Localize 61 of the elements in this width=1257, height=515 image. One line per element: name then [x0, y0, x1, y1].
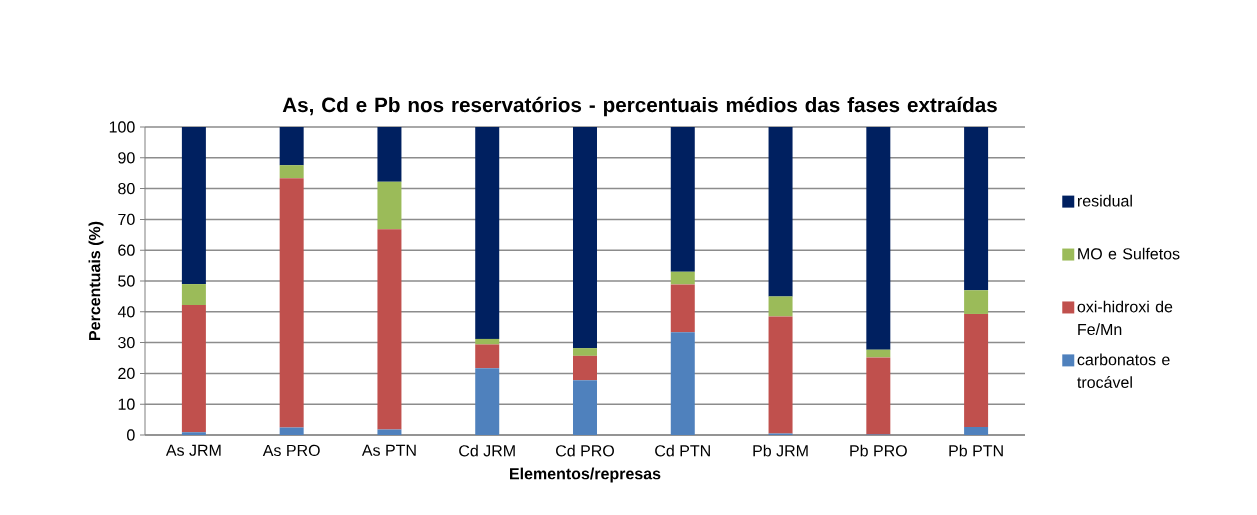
bar — [573, 127, 597, 349]
bar — [475, 127, 500, 339]
bar — [670, 271, 695, 285]
y-tick-label: 90 — [118, 152, 135, 164]
legend-label: MO e Sulfetos — [1078, 247, 1180, 260]
bar — [181, 305, 206, 433]
bar — [866, 127, 891, 350]
x-tick-label: As PTN — [361, 444, 416, 456]
bar — [964, 313, 989, 427]
bar — [768, 127, 793, 297]
bar — [181, 284, 206, 306]
bar — [573, 348, 597, 356]
bar — [181, 127, 206, 285]
x-tick-label: As PRO — [262, 444, 320, 457]
bar — [964, 426, 989, 435]
x-tick-label: Cd PRO — [556, 444, 614, 457]
x-tick-label: Pb PRO — [850, 444, 907, 457]
x-tick-label: Cd JRM — [459, 444, 515, 457]
bar — [670, 284, 695, 333]
x-tick-label: Cd PTN — [655, 444, 710, 457]
bar — [181, 432, 206, 435]
legend-label: carbonatos e trocável — [1077, 353, 1170, 388]
bar — [377, 181, 402, 230]
y-tick-label: 70 — [118, 213, 135, 226]
bar — [475, 368, 500, 435]
y-tick-label: 10 — [118, 398, 135, 410]
bar — [670, 332, 695, 435]
y-axis-title: Percentuais (%) — [88, 221, 104, 340]
x-tick-label: Pb PTN — [949, 444, 1003, 457]
bar — [377, 229, 402, 430]
bar — [964, 127, 989, 291]
bar — [866, 349, 891, 358]
bar — [573, 380, 597, 435]
bar — [768, 316, 793, 434]
legend-label: oxi-hidroxi de Fe/Mn — [1077, 300, 1173, 336]
bar — [279, 427, 304, 435]
bar — [964, 290, 989, 314]
y-tick-label: 20 — [118, 367, 135, 380]
bar — [279, 165, 304, 179]
y-tick-label: 80 — [118, 182, 135, 195]
bar — [670, 127, 695, 272]
y-tick-label: 30 — [118, 336, 135, 349]
bar — [377, 429, 402, 435]
y-tick-label: 40 — [117, 306, 135, 318]
bar — [475, 344, 500, 369]
bar — [573, 355, 597, 381]
bar — [866, 357, 891, 435]
bar — [279, 178, 304, 428]
x-tick-label: Pb JRM — [753, 444, 808, 457]
x-axis-title: Elementos/represas — [510, 467, 661, 483]
y-tick-label: 50 — [118, 275, 135, 287]
y-tick-label: 60 — [118, 244, 135, 256]
x-tick-label: As JRM — [165, 444, 221, 456]
chart-title: As, Cd e Pb nos reservatórios - percentuais médios das fases extraídas — [282, 96, 997, 117]
legend-label: residual — [1078, 194, 1132, 207]
bar — [279, 127, 304, 166]
bar — [377, 127, 402, 182]
y-tick-label: 0 — [127, 429, 135, 441]
bar — [768, 296, 793, 317]
bar — [475, 338, 500, 345]
y-tick-label: 100 — [109, 121, 135, 133]
